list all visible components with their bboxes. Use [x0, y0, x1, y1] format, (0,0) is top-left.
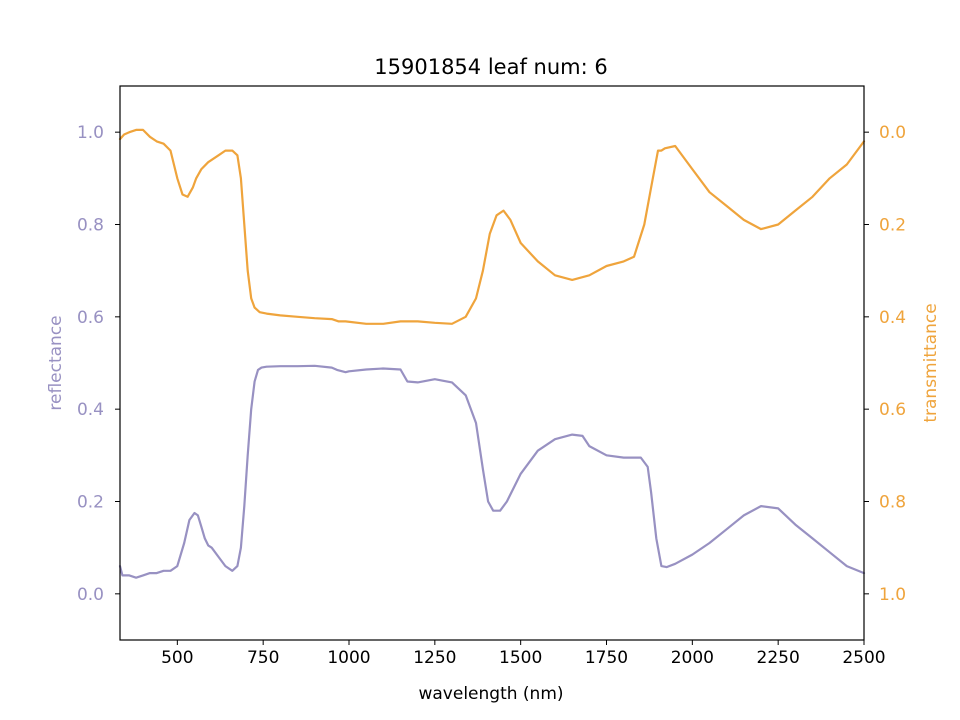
series-line-reflectance — [118, 364, 866, 579]
left-y-tick-label: 0.0 — [77, 585, 104, 605]
left-y-tick-label: 0.2 — [77, 493, 104, 513]
x-tick-label: 1250 — [413, 648, 456, 668]
right-y-tick-label: 0.4 — [879, 308, 906, 328]
plot-area: 500 750 1000 1250 1500 1750 2000 2250 2500 0.0 0.2… — [77, 85, 906, 668]
left-y-tick-label: 0.4 — [77, 400, 104, 420]
right-y-axis-label: transmittance — [921, 303, 941, 422]
right-y-tick-label: 0.0 — [879, 123, 906, 143]
left-y-axis-label: reflectance — [46, 315, 66, 410]
x-tick-label: 1750 — [585, 648, 628, 668]
right-y-tick-label: 0.6 — [879, 400, 906, 420]
right-y-tick-label: 0.2 — [879, 216, 906, 236]
right-y-tick-label: 1.0 — [879, 585, 906, 605]
x-tick-label: 750 — [247, 648, 279, 668]
left-y-tick-label: 1.0 — [77, 123, 104, 143]
x-axis-label: wavelength (nm) — [418, 684, 563, 704]
x-tick-label: 2500 — [842, 648, 885, 668]
chart-title: 15901854 leaf num: 6 — [374, 55, 607, 79]
plot-frame — [119, 85, 865, 641]
left-y-tick-label: 0.8 — [77, 216, 104, 236]
series-line-transmittance — [118, 128, 866, 325]
x-tick-label: 500 — [161, 648, 193, 668]
x-tick-label: 1500 — [499, 648, 542, 668]
x-tick-label: 2000 — [671, 648, 714, 668]
left-y-tick-label: 0.6 — [77, 308, 104, 328]
x-tick-label: 1000 — [327, 648, 370, 668]
right-y-tick-label: 0.8 — [879, 493, 906, 513]
x-tick-label: 2250 — [757, 648, 800, 668]
